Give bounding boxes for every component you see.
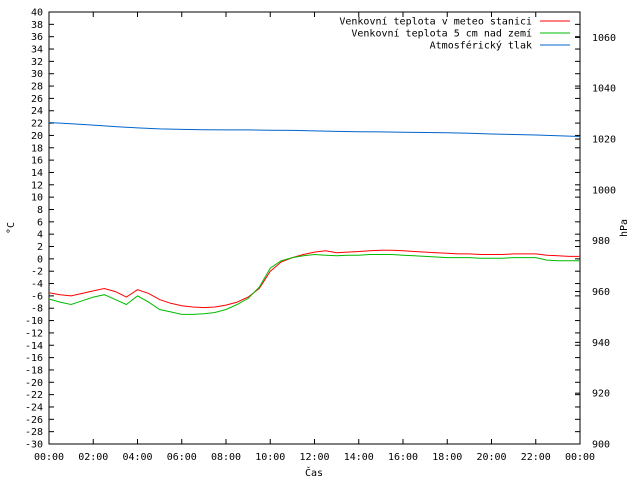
legend-label-2: Venkovní teplota 5 cm nad zemí bbox=[351, 28, 532, 40]
series-line-3 bbox=[48, 122, 581, 137]
ticks: -30-28-26-24-22-20-18-16-14-12-10-8-6-4-… bbox=[25, 8, 616, 464]
y-tick-label: 12 bbox=[31, 180, 43, 191]
y-tick-label: 28 bbox=[31, 82, 43, 93]
y-tick-label: 8 bbox=[37, 205, 43, 216]
y-tick-label: -16 bbox=[25, 353, 43, 364]
y2-tick-label: 1040 bbox=[592, 84, 616, 95]
x-tick-label: 00:00 bbox=[565, 452, 595, 463]
x-tick-label: 16:00 bbox=[388, 452, 418, 463]
y-tick-label: 26 bbox=[31, 94, 43, 105]
y-tick-label: 6 bbox=[37, 217, 43, 228]
x-tick-label: 00:00 bbox=[34, 452, 64, 463]
y2-tick-label: 940 bbox=[592, 338, 610, 349]
y2-tick-label: 960 bbox=[592, 287, 610, 298]
legend: Venkovní teplota v meteo staniciVenkovní… bbox=[339, 16, 570, 52]
y-tick-label: -8 bbox=[31, 304, 43, 315]
y-axis-label: °C bbox=[6, 222, 17, 234]
y-tick-label: -30 bbox=[25, 440, 43, 451]
y-tick-label: 22 bbox=[31, 119, 43, 130]
y-tick-label: 4 bbox=[37, 230, 43, 241]
x-tick-label: 12:00 bbox=[299, 452, 329, 463]
y-tick-label: 20 bbox=[31, 131, 43, 142]
y-tick-label: 38 bbox=[31, 20, 43, 31]
y-tick-label: -10 bbox=[25, 316, 43, 327]
y-tick-label: 36 bbox=[31, 32, 43, 43]
y-tick-label: -14 bbox=[25, 341, 43, 352]
x-tick-label: 14:00 bbox=[344, 452, 374, 463]
x-tick-label: 10:00 bbox=[255, 452, 285, 463]
y-tick-label: 2 bbox=[37, 242, 43, 253]
y-tick-label: -26 bbox=[25, 415, 43, 426]
x-tick-label: 04:00 bbox=[122, 452, 152, 463]
y-tick-label: -22 bbox=[25, 390, 43, 401]
y-tick-label: -6 bbox=[31, 291, 43, 302]
y-tick-label: -28 bbox=[25, 427, 43, 438]
y-tick-label: 30 bbox=[31, 69, 43, 80]
x-axis-label: Čas bbox=[305, 466, 323, 479]
x-tick-label: 22:00 bbox=[521, 452, 551, 463]
y2-tick-label: 1020 bbox=[592, 135, 616, 146]
y-tick-label: 40 bbox=[31, 8, 43, 19]
y2-tick-label: 1000 bbox=[592, 185, 616, 196]
y-tick-label: -4 bbox=[31, 279, 43, 290]
y2-tick-label: 900 bbox=[592, 440, 610, 451]
x-tick-label: 02:00 bbox=[78, 452, 108, 463]
y-tick-label: -12 bbox=[25, 328, 43, 339]
series-line-2 bbox=[48, 253, 580, 315]
y2-axis-label: hPa bbox=[619, 219, 630, 237]
y-tick-label: 16 bbox=[31, 156, 43, 167]
series bbox=[48, 122, 581, 315]
legend-label-1: Venkovní teplota v meteo stanici bbox=[339, 16, 532, 28]
y-tick-label: 34 bbox=[31, 45, 43, 56]
y-tick-label: 18 bbox=[31, 143, 43, 154]
y-tick-label: -18 bbox=[25, 365, 43, 376]
y-tick-label: 10 bbox=[31, 193, 43, 204]
legend-label-3: Atmosférický tlak bbox=[430, 40, 532, 52]
series-line-1 bbox=[48, 249, 580, 309]
y2-tick-label: 1060 bbox=[592, 33, 616, 44]
y-tick-label: -2 bbox=[31, 267, 43, 278]
y-tick-label: 0 bbox=[37, 254, 43, 265]
plot-frame bbox=[48, 11, 581, 445]
x-tick-label: 18:00 bbox=[432, 452, 462, 463]
y-tick-label: 24 bbox=[31, 106, 43, 117]
y-tick-label: 32 bbox=[31, 57, 43, 68]
y2-tick-label: 980 bbox=[592, 236, 610, 247]
y2-tick-label: 920 bbox=[592, 389, 610, 400]
x-tick-label: 06:00 bbox=[167, 452, 197, 463]
x-tick-label: 20:00 bbox=[476, 452, 506, 463]
y-tick-label: 14 bbox=[31, 168, 43, 179]
x-tick-label: 08:00 bbox=[211, 452, 241, 463]
y-tick-label: -24 bbox=[25, 402, 43, 413]
y-tick-label: -20 bbox=[25, 378, 43, 389]
